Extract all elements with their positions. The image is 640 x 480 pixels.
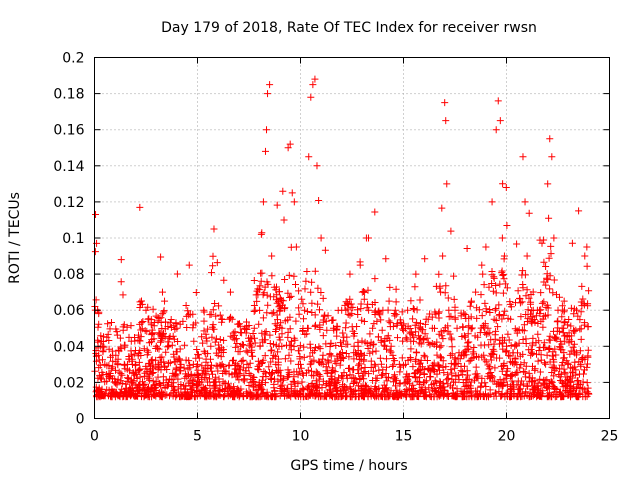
x-tick-label: 25: [601, 429, 619, 445]
data-point-cloud: [91, 180, 593, 401]
data-point: [521, 198, 529, 206]
data-point: [498, 234, 506, 242]
data-point: [385, 297, 393, 305]
x-axis-label: GPS time / hours: [290, 458, 407, 474]
data-point: [288, 189, 296, 197]
data-point: [564, 360, 572, 368]
x-tick-label: 5: [193, 429, 202, 445]
y-tick-label: 0.1: [62, 231, 84, 247]
data-point: [496, 117, 504, 125]
data-point: [550, 234, 558, 242]
data-point: [210, 225, 218, 233]
data-point: [346, 270, 354, 278]
data-point: [208, 333, 216, 341]
data-point: [437, 288, 445, 296]
data-point: [453, 324, 461, 332]
y-tick-label: 0.08: [53, 267, 84, 283]
data-point: [371, 360, 379, 368]
data-point: [461, 333, 469, 341]
data-point: [546, 135, 554, 143]
data-point: [307, 93, 315, 101]
data-point: [313, 162, 321, 170]
data-point: [317, 234, 325, 242]
y-axis-label: ROTI / TECUs: [7, 192, 23, 284]
data-point: [441, 99, 449, 107]
data-point: [243, 360, 251, 368]
y-tick-label: 0.18: [53, 87, 84, 103]
data-point: [264, 90, 272, 98]
data-point: [424, 315, 432, 323]
data-point: [560, 297, 568, 305]
data-point: [311, 75, 319, 83]
data-point: [575, 207, 583, 215]
data-point: [478, 261, 486, 269]
y-tick-label: 0.16: [53, 123, 84, 139]
data-point: [268, 252, 276, 260]
data-point: [259, 198, 267, 206]
data-point: [185, 261, 193, 269]
data-point: [280, 216, 288, 224]
data-point: [369, 324, 377, 332]
data-point: [158, 288, 166, 296]
data-point: [439, 252, 447, 260]
data-point: [136, 203, 144, 211]
data-point: [305, 153, 313, 161]
data-point: [472, 288, 480, 296]
data-point: [263, 126, 271, 134]
data-point: [548, 153, 556, 161]
chart-title: Day 179 of 2018, Rate Of TEC Index for r…: [161, 20, 537, 36]
data-point: [364, 234, 372, 242]
data-point: [142, 306, 150, 314]
y-tick-label: 0.12: [53, 195, 84, 211]
data-point: [290, 198, 298, 206]
y-tick-label: 0: [76, 412, 85, 428]
x-tick-label: 15: [395, 429, 413, 445]
data-point: [581, 252, 589, 260]
y-tick-label: 0.2: [62, 51, 84, 67]
data-point: [523, 252, 531, 260]
data-point: [445, 306, 453, 314]
data-point: [442, 117, 450, 125]
data-point: [161, 297, 169, 305]
data-point: [360, 351, 368, 359]
data-points: [91, 75, 593, 401]
data-point: [412, 270, 420, 278]
data-point: [286, 140, 294, 148]
data-point: [350, 342, 358, 350]
data-point: [404, 306, 412, 314]
x-tick-label: 10: [292, 429, 310, 445]
data-point: [117, 256, 125, 264]
y-tick-label: 0.14: [53, 159, 84, 175]
data-point: [226, 288, 234, 296]
data-point: [494, 97, 502, 105]
data-point: [284, 144, 292, 152]
data-point: [420, 351, 428, 359]
data-point: [294, 360, 302, 368]
axis-ticks: 0 5 10 15 20 25 0 0.02 0.04 0.06 0.08 0.1 0.12 0.14 0.…: [53, 51, 618, 445]
data-point: [583, 243, 591, 251]
data-point: [443, 180, 451, 188]
data-point: [488, 198, 496, 206]
y-tick-label: 0.02: [53, 375, 84, 391]
x-tick-label: 20: [498, 429, 516, 445]
data-point: [544, 180, 552, 188]
data-point: [525, 369, 533, 377]
data-point: [261, 147, 269, 155]
x-tick-label: 0: [90, 429, 99, 445]
data-point: [519, 153, 527, 161]
data-point: [200, 306, 208, 314]
data-point: [482, 243, 490, 251]
data-point: [492, 126, 500, 134]
y-tick-label: 0.04: [53, 339, 84, 355]
data-point: [266, 81, 274, 89]
data-point: [309, 81, 317, 89]
data-point: [92, 211, 100, 219]
y-tick-label: 0.06: [53, 303, 84, 319]
